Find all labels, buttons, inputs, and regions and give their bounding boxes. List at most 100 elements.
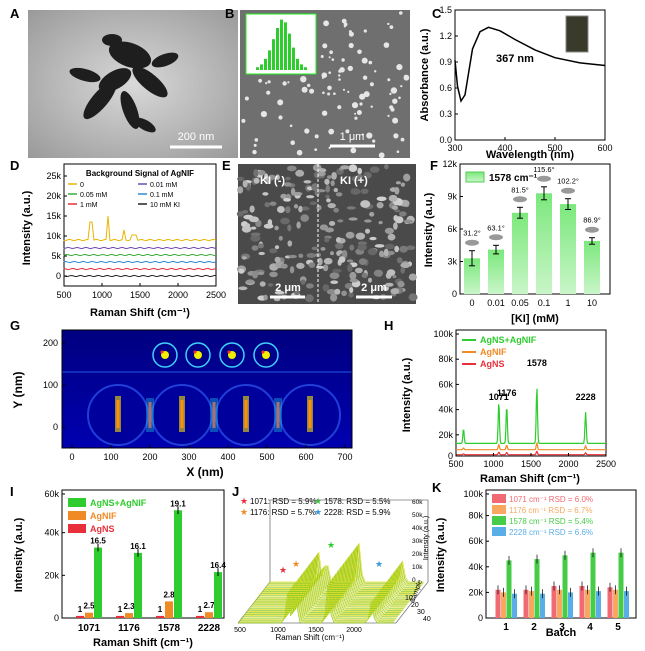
grain — [400, 262, 411, 269]
gap-hotspot — [210, 398, 218, 432]
legend-label: 0 — [80, 182, 84, 189]
tick-label: 6k — [447, 224, 457, 234]
rsd-labels: ★ 1071: RSD = 5.9%★ 1578: RSD = 5.5%★ 1176:… — [240, 496, 391, 517]
nanostar — [387, 78, 391, 82]
grain — [355, 267, 363, 274]
legend-label: AgNS+AgNIF — [480, 335, 537, 345]
legend: AgNS+AgNIF AgNIF AgNS — [462, 335, 537, 369]
tick-label: 1000 — [270, 627, 286, 634]
nanostar — [244, 96, 249, 101]
tick-label: 50k — [412, 512, 423, 519]
grain — [306, 283, 314, 289]
tick-label: 1500 — [130, 290, 150, 300]
grain — [287, 224, 292, 232]
nanostar — [356, 110, 362, 115]
grain — [399, 211, 407, 217]
tick-label: 9k — [447, 192, 457, 202]
grain — [357, 243, 367, 251]
spectra — [63, 215, 217, 278]
grain — [241, 225, 252, 233]
grain — [285, 206, 291, 214]
panel-d: D Background Signal of AgNIF 0 0.01 mM 0.0… — [10, 158, 226, 319]
grain — [280, 193, 288, 199]
nanostar — [338, 74, 341, 77]
grain — [342, 250, 348, 258]
grain — [268, 174, 276, 180]
grain — [340, 165, 350, 170]
peak-label: 1071 — [489, 392, 509, 402]
grain — [384, 227, 394, 235]
plot-frame — [454, 9, 606, 141]
y-axis-label: Intensity (a.u.) — [13, 517, 25, 592]
grain — [245, 223, 251, 228]
tick-label: 3 — [559, 622, 565, 633]
bar — [579, 586, 585, 618]
nanostar — [327, 85, 332, 91]
tick-label: 10 — [405, 595, 413, 602]
nanostar — [241, 118, 246, 123]
grain — [311, 183, 320, 192]
grain — [292, 191, 303, 196]
nanostar — [345, 129, 350, 134]
bar-label: 1 — [118, 605, 123, 614]
bar — [536, 193, 552, 295]
grain — [384, 164, 389, 170]
bar — [584, 240, 600, 294]
grain — [349, 271, 357, 280]
grain — [334, 288, 341, 295]
nanostar — [304, 128, 310, 134]
peak-label: 1176 — [497, 388, 517, 398]
tick-label: 400 — [497, 143, 512, 153]
grain — [392, 274, 397, 279]
grain — [259, 281, 266, 287]
tick-label: 0 — [412, 577, 416, 584]
droplet-photo — [585, 226, 599, 233]
nanostar — [287, 81, 290, 84]
tem-particle — [69, 34, 179, 133]
tick-label: 1 — [503, 622, 509, 633]
grain — [330, 280, 339, 285]
grain — [364, 219, 372, 223]
histogram-bar — [292, 47, 295, 70]
rsd-star: ★ — [240, 507, 248, 517]
nanostar — [322, 43, 328, 49]
nanostar — [296, 149, 303, 156]
bar — [196, 615, 204, 618]
grain — [394, 209, 401, 213]
bar-label: 2.7 — [203, 601, 215, 610]
grain — [325, 194, 330, 199]
peak-label: 2228 — [576, 392, 596, 402]
grain — [374, 244, 385, 248]
grain — [300, 279, 306, 285]
bar-label: 2.8 — [163, 590, 175, 599]
grain — [296, 221, 301, 229]
nanostar — [361, 57, 368, 64]
grain — [319, 224, 328, 231]
grain — [274, 256, 281, 263]
spectrum-line — [63, 246, 217, 250]
bar — [488, 249, 504, 294]
gap-hotspot — [243, 396, 249, 432]
panel-b-letter: B — [225, 6, 234, 21]
grain — [274, 225, 279, 231]
spectrum-line — [269, 542, 425, 583]
grain — [293, 290, 300, 296]
gap-hotspot — [179, 396, 185, 432]
grain — [403, 173, 411, 182]
nanostar — [378, 152, 385, 159]
bar — [165, 601, 173, 618]
histogram-bars — [256, 19, 307, 71]
grain-texture — [236, 163, 418, 303]
tick-label: 60k — [438, 379, 453, 389]
tick-label: 20k — [468, 587, 483, 597]
nanostar — [290, 140, 296, 145]
nanostar — [392, 98, 398, 104]
nanostar — [347, 90, 350, 93]
grain — [335, 242, 344, 250]
bar — [540, 593, 545, 618]
legend: 0 0.01 mM 0.05 mM 0.1 mM 1 mM 10 mM KI — [68, 182, 180, 209]
grain — [357, 167, 363, 175]
tick-label: 600 — [298, 452, 313, 462]
grain — [367, 248, 378, 256]
